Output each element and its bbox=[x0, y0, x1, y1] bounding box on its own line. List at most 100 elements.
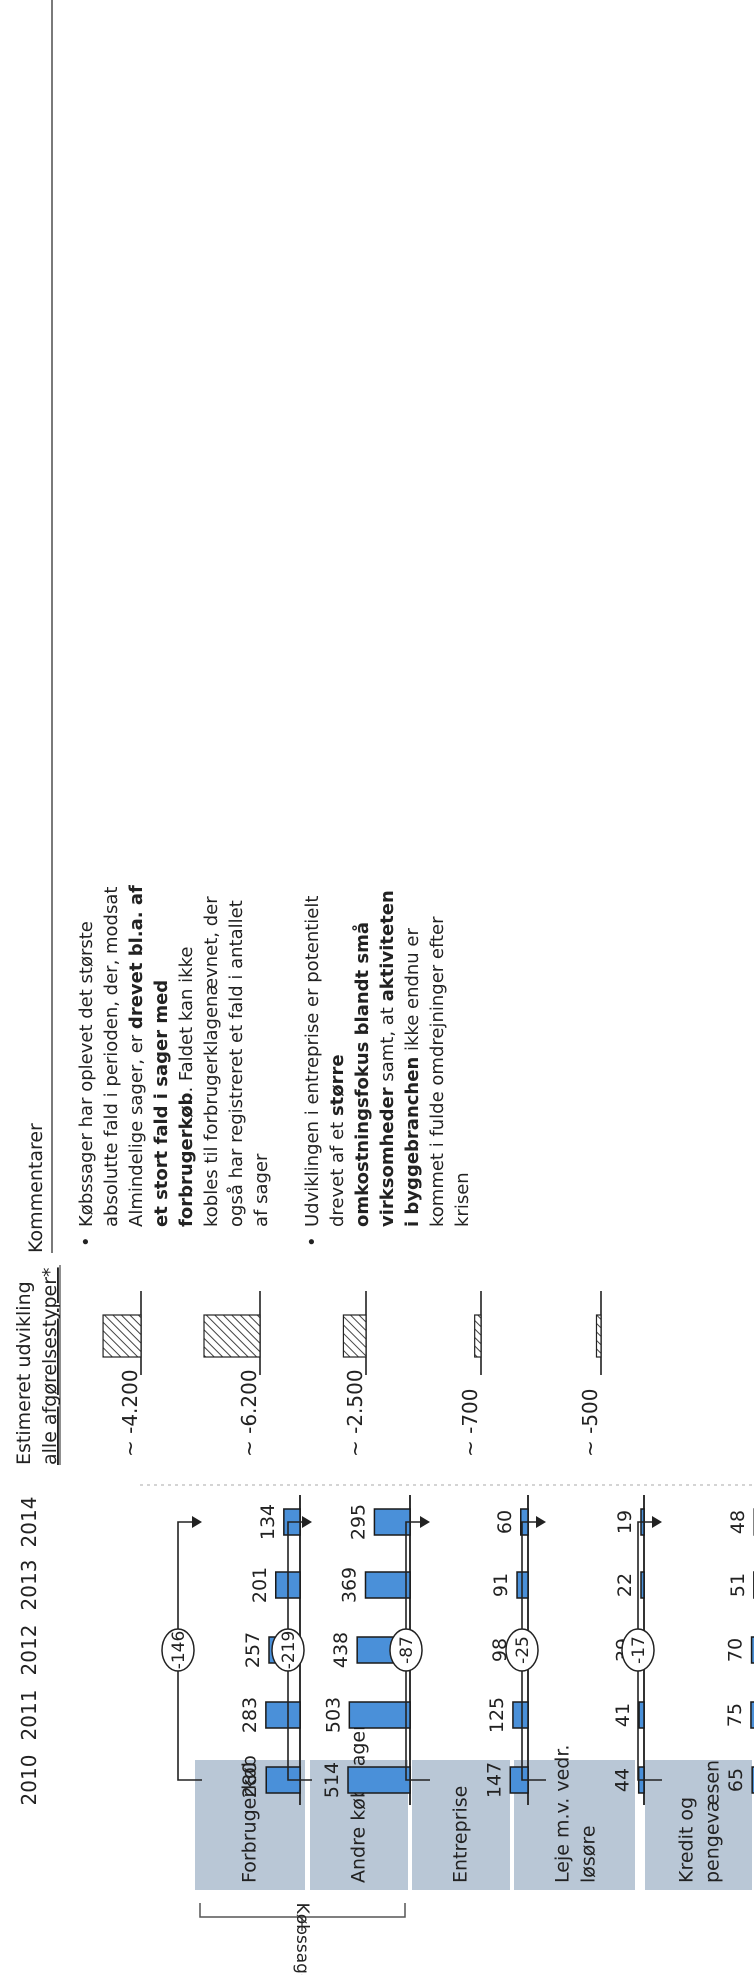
comment-bold-run: forbrugerkøb bbox=[176, 1092, 197, 1227]
comment-bold-run: drevet bl.a. af bbox=[126, 885, 147, 1029]
bar-value-label: 51 bbox=[727, 1573, 749, 1597]
bar-value-label: 369 bbox=[338, 1567, 360, 1603]
comment-bold-run: et stort fald i sager med bbox=[151, 980, 172, 1227]
bar-value-label: 438 bbox=[330, 1632, 352, 1668]
comment-line: kommet i fulde omdrejninger efter bbox=[427, 916, 448, 1227]
comment-run: ikke endnu er bbox=[402, 927, 423, 1056]
bar-value-label: 201 bbox=[249, 1567, 271, 1603]
comment-line: krisen bbox=[452, 1172, 473, 1227]
change-bracket-arrow bbox=[536, 1516, 546, 1528]
group-brace: Købssager bbox=[200, 1903, 405, 1975]
comment-line: et stort fald i sager med bbox=[151, 980, 172, 1227]
bar-value-label: 280 bbox=[239, 1762, 261, 1798]
bar-value-label: 257 bbox=[242, 1632, 264, 1668]
bar bbox=[365, 1572, 410, 1598]
category-label: Entreprise bbox=[450, 1786, 472, 1883]
bar-value-label: 70 bbox=[725, 1638, 747, 1662]
value-labels: 2802832572011345145034383692951471259891… bbox=[239, 1504, 749, 1798]
comment-run: også har registreret et fald i antallet bbox=[226, 900, 247, 1227]
bar-value-label: 19 bbox=[614, 1510, 636, 1534]
comment-line: virksomheder samt, at aktiviteten bbox=[377, 890, 398, 1227]
comment-line: forbrugerkøb. Faldet kan ikke bbox=[176, 947, 197, 1227]
estimate-bar bbox=[204, 1315, 260, 1357]
year-label: 2010 bbox=[17, 1755, 41, 1806]
change-bracket-arrow bbox=[302, 1516, 312, 1528]
change-bracket-arrow bbox=[192, 1516, 202, 1528]
comment-bold-run: i byggebranchen bbox=[402, 1057, 423, 1227]
change-bracket-arrow bbox=[420, 1516, 430, 1528]
comment-line: absolutte fald i perioden, der, modsat bbox=[101, 887, 122, 1227]
estimate-header-line2: alle afgørelsestyper* bbox=[39, 1267, 61, 1465]
comment-bold-run: virksomheder bbox=[377, 1087, 398, 1227]
comment-line: også har registreret et fald i antallet bbox=[226, 900, 247, 1227]
change-value: -219 bbox=[279, 1631, 299, 1670]
bar-value-label: 65 bbox=[725, 1768, 747, 1792]
comments-column: Kommentarer • Købssager har oplevet det st… bbox=[25, 0, 473, 1253]
change-value: -87 bbox=[397, 1636, 417, 1664]
bar bbox=[266, 1702, 300, 1728]
bar-value-label: 60 bbox=[494, 1510, 516, 1534]
comment-line: Udviklingen i entreprise er potentielt bbox=[302, 896, 323, 1227]
estimate-bar bbox=[343, 1315, 366, 1357]
estimate-label: ~ -500 bbox=[578, 1388, 602, 1457]
comment-line: Almindelige sager, er drevet bl.a. af bbox=[126, 885, 147, 1227]
comment-line: drevet af et større bbox=[327, 1054, 348, 1227]
comment-run: kommet i fulde omdrejninger efter bbox=[427, 916, 448, 1227]
bar-value-label: 514 bbox=[321, 1762, 343, 1798]
comments-header: Kommentarer bbox=[25, 1123, 47, 1253]
group-label: Købssager bbox=[292, 1903, 312, 1975]
bar bbox=[639, 1702, 644, 1728]
bar-value-label: 295 bbox=[347, 1504, 369, 1540]
estimate-header-line1: Estimeret udvikling bbox=[13, 1281, 35, 1465]
category-label-line: pengevæsen bbox=[701, 1760, 723, 1883]
comment-line: Købssager har oplevet det største bbox=[76, 921, 97, 1227]
change-value: -146 bbox=[169, 1631, 189, 1670]
bar-value-label: 503 bbox=[322, 1697, 344, 1733]
comment-run: drevet af et bbox=[327, 1116, 348, 1227]
comment-bold-run: omkostningsfokus blandt små bbox=[351, 922, 373, 1227]
comment-run: . Faldet kan ikke bbox=[176, 947, 197, 1093]
estimate-bar bbox=[103, 1315, 141, 1357]
comment-run: Udviklingen i entreprise er potentielt bbox=[302, 896, 323, 1227]
estimate-label: ~ -4.200 bbox=[118, 1369, 142, 1457]
comment-bold-run: aktiviteten bbox=[377, 890, 398, 1001]
year-label: 2014 bbox=[17, 1497, 41, 1548]
bar-value-label: 22 bbox=[614, 1573, 636, 1597]
year-label: 2013 bbox=[17, 1560, 41, 1611]
estimate-label: ~ -2.500 bbox=[343, 1369, 367, 1457]
comment-run: af sager bbox=[251, 1153, 272, 1227]
estimate-label: ~ -6.200 bbox=[237, 1369, 261, 1457]
change-bracket-arrow bbox=[652, 1516, 662, 1528]
comment-bullet: • bbox=[76, 1236, 97, 1247]
comment-line: af sager bbox=[251, 1153, 272, 1227]
estimate-bar bbox=[596, 1315, 601, 1357]
bar bbox=[513, 1702, 528, 1728]
bar bbox=[374, 1509, 410, 1535]
bar bbox=[349, 1702, 410, 1728]
comment-run: krisen bbox=[452, 1172, 473, 1227]
bar bbox=[641, 1572, 644, 1598]
bar-value-label: 44 bbox=[612, 1768, 634, 1792]
bar-value-label: 41 bbox=[612, 1703, 634, 1727]
year-label: 2011 bbox=[17, 1690, 41, 1741]
bar-value-label: 125 bbox=[486, 1697, 508, 1733]
bar bbox=[348, 1767, 410, 1793]
estimate-bar bbox=[475, 1315, 481, 1357]
year-headers: 2010 2011 2012 2013 2014 bbox=[17, 1497, 41, 1806]
category-label: Andre købssager bbox=[348, 1723, 370, 1883]
change-value: -25 bbox=[513, 1636, 533, 1664]
year-label: 2012 bbox=[17, 1625, 41, 1676]
bar-value-label: 48 bbox=[727, 1510, 749, 1534]
comment-run: Købssager har oplevet det største bbox=[76, 921, 97, 1227]
comment-line: i byggebranchen ikke endnu er bbox=[402, 927, 423, 1227]
comment-line: omkostningsfokus blandt små bbox=[351, 922, 373, 1227]
comment-bullet: • bbox=[302, 1236, 323, 1247]
category-label-line: løsøre bbox=[577, 1825, 599, 1883]
bar-value-label: 283 bbox=[239, 1697, 261, 1733]
comment-run: samt, at bbox=[377, 1001, 398, 1087]
change-brackets: -146-219-87-25-17 bbox=[162, 1516, 662, 1780]
